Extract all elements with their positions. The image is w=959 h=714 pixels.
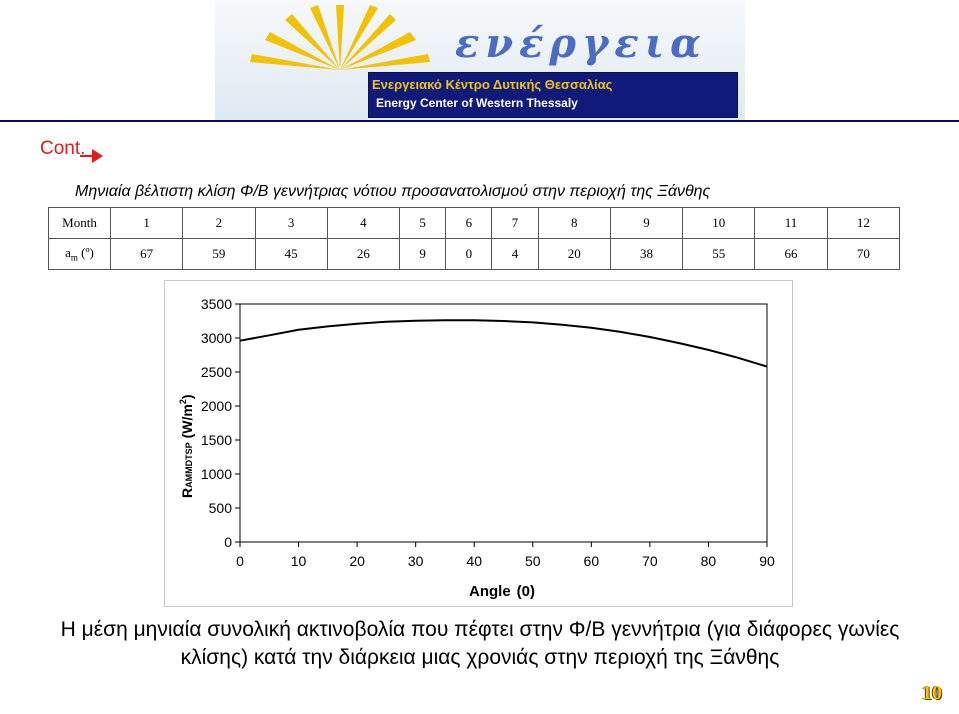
x-axis-label: Angle (0) bbox=[469, 583, 535, 600]
angle-cell: 59 bbox=[182, 238, 256, 270]
x-tick-label: 70 bbox=[642, 553, 658, 569]
month-cell: 9 bbox=[609, 207, 684, 239]
plot-area bbox=[239, 303, 768, 543]
logo-text: ενέργεια bbox=[455, 20, 707, 67]
angle-cell: 20 bbox=[537, 238, 611, 270]
cont-label: Cont. bbox=[40, 138, 86, 159]
angle-label-unit: (º) bbox=[81, 245, 94, 261]
x-tick-label: 10 bbox=[291, 553, 307, 569]
arrow-right-icon bbox=[80, 149, 103, 163]
angle-cell: 55 bbox=[682, 238, 756, 270]
month-cell: 5 bbox=[399, 207, 447, 239]
x-tick-label: 60 bbox=[584, 553, 600, 569]
table-row-month: Month 1 2 3 4 5 6 7 8 9 10 11 12 bbox=[48, 207, 901, 239]
month-cell: 4 bbox=[326, 207, 401, 239]
x-label-unit: (0) bbox=[517, 583, 535, 600]
radiation-chart: 0 500 1000 1500 2000 2500 3000 3500 0 10 20 30 40 50 6… bbox=[178, 296, 775, 600]
angle-label-a: a bbox=[65, 245, 71, 261]
angle-cell: 38 bbox=[609, 238, 684, 270]
logo-subtitle-greek: Ενεργειακό Κέντρο Δυτικής Θεσσαλίας bbox=[372, 77, 613, 92]
month-cell: 6 bbox=[445, 207, 493, 239]
page-number: 10 bbox=[922, 682, 942, 704]
x-tick-label: 20 bbox=[349, 553, 365, 569]
y-tick-label: 1500 bbox=[201, 432, 232, 448]
y-tick-label: 3500 bbox=[201, 296, 232, 312]
y-tick-label: 3000 bbox=[201, 330, 232, 346]
series-line bbox=[239, 319, 768, 368]
angle-cell: 66 bbox=[754, 238, 828, 270]
x-tick-label: 80 bbox=[701, 553, 717, 569]
month-cell: 2 bbox=[182, 207, 256, 239]
row-label-angle: am (º) bbox=[48, 238, 111, 270]
angle-cell: 45 bbox=[254, 238, 328, 270]
y-label-exp: 2 bbox=[178, 399, 188, 404]
y-tick-label: 1000 bbox=[201, 466, 232, 482]
month-cell: 12 bbox=[826, 207, 901, 239]
header-divider bbox=[0, 120, 959, 122]
x-tick-label: 90 bbox=[759, 553, 775, 569]
month-cell: 3 bbox=[254, 207, 328, 239]
chart-caption: Η μέση μηνιαία συνολική ακτινοβολία που … bbox=[60, 618, 900, 669]
logo-subtitle-english: Energy Center of Western Thessaly bbox=[376, 96, 578, 110]
angle-cell: 9 bbox=[399, 238, 447, 270]
y-tick-label: 0 bbox=[224, 534, 232, 550]
svg-text:RAMMDTSP(W/m2): RAMMDTSP (W/m2) bbox=[178, 394, 195, 498]
x-tick-label: 30 bbox=[408, 553, 424, 569]
row-label-month: Month bbox=[48, 207, 111, 239]
optimal-tilt-table: Month 1 2 3 4 5 6 7 8 9 10 11 12 am (º) … bbox=[48, 207, 901, 270]
angle-cell: 0 bbox=[445, 238, 493, 270]
x-tick-label: 40 bbox=[466, 553, 482, 569]
month-cell: 8 bbox=[537, 207, 611, 239]
y-label-sub: AMMDTSP bbox=[184, 442, 194, 488]
x-tick-label: 50 bbox=[525, 553, 541, 569]
svg-text:Angle(0): Angle (0) bbox=[469, 583, 535, 600]
y-axis-label: RAMMDTSP (W/m2) bbox=[178, 394, 195, 498]
angle-cell: 26 bbox=[326, 238, 401, 270]
angle-cell: 4 bbox=[491, 238, 539, 270]
angle-cell: 70 bbox=[826, 238, 901, 270]
y-label-prefix: R bbox=[179, 488, 195, 498]
y-tick-label: 2000 bbox=[201, 398, 232, 414]
table-row-angle: am (º) 67 59 45 26 9 0 4 20 38 55 66 70 bbox=[48, 238, 901, 270]
month-cell: 1 bbox=[109, 207, 184, 239]
angle-label-sub: m bbox=[70, 252, 78, 263]
logo-subtitle-box bbox=[368, 72, 738, 118]
x-tick-label: 0 bbox=[236, 553, 244, 569]
month-cell: 10 bbox=[682, 207, 756, 239]
sun-logo-icon bbox=[250, 5, 430, 70]
y-tick-label: 500 bbox=[209, 500, 233, 516]
y-label-unit: (W/m bbox=[179, 404, 195, 438]
y-label-close: ) bbox=[179, 394, 195, 399]
month-cell: 11 bbox=[754, 207, 828, 239]
x-label-text: Angle bbox=[469, 583, 511, 600]
angle-cell: 67 bbox=[109, 238, 184, 270]
table-title: Μηνιαία βέλτιστη κλίση Φ/Β γεννήτριας νό… bbox=[75, 183, 711, 200]
month-cell: 7 bbox=[491, 207, 539, 239]
y-tick-label: 2500 bbox=[201, 364, 232, 380]
